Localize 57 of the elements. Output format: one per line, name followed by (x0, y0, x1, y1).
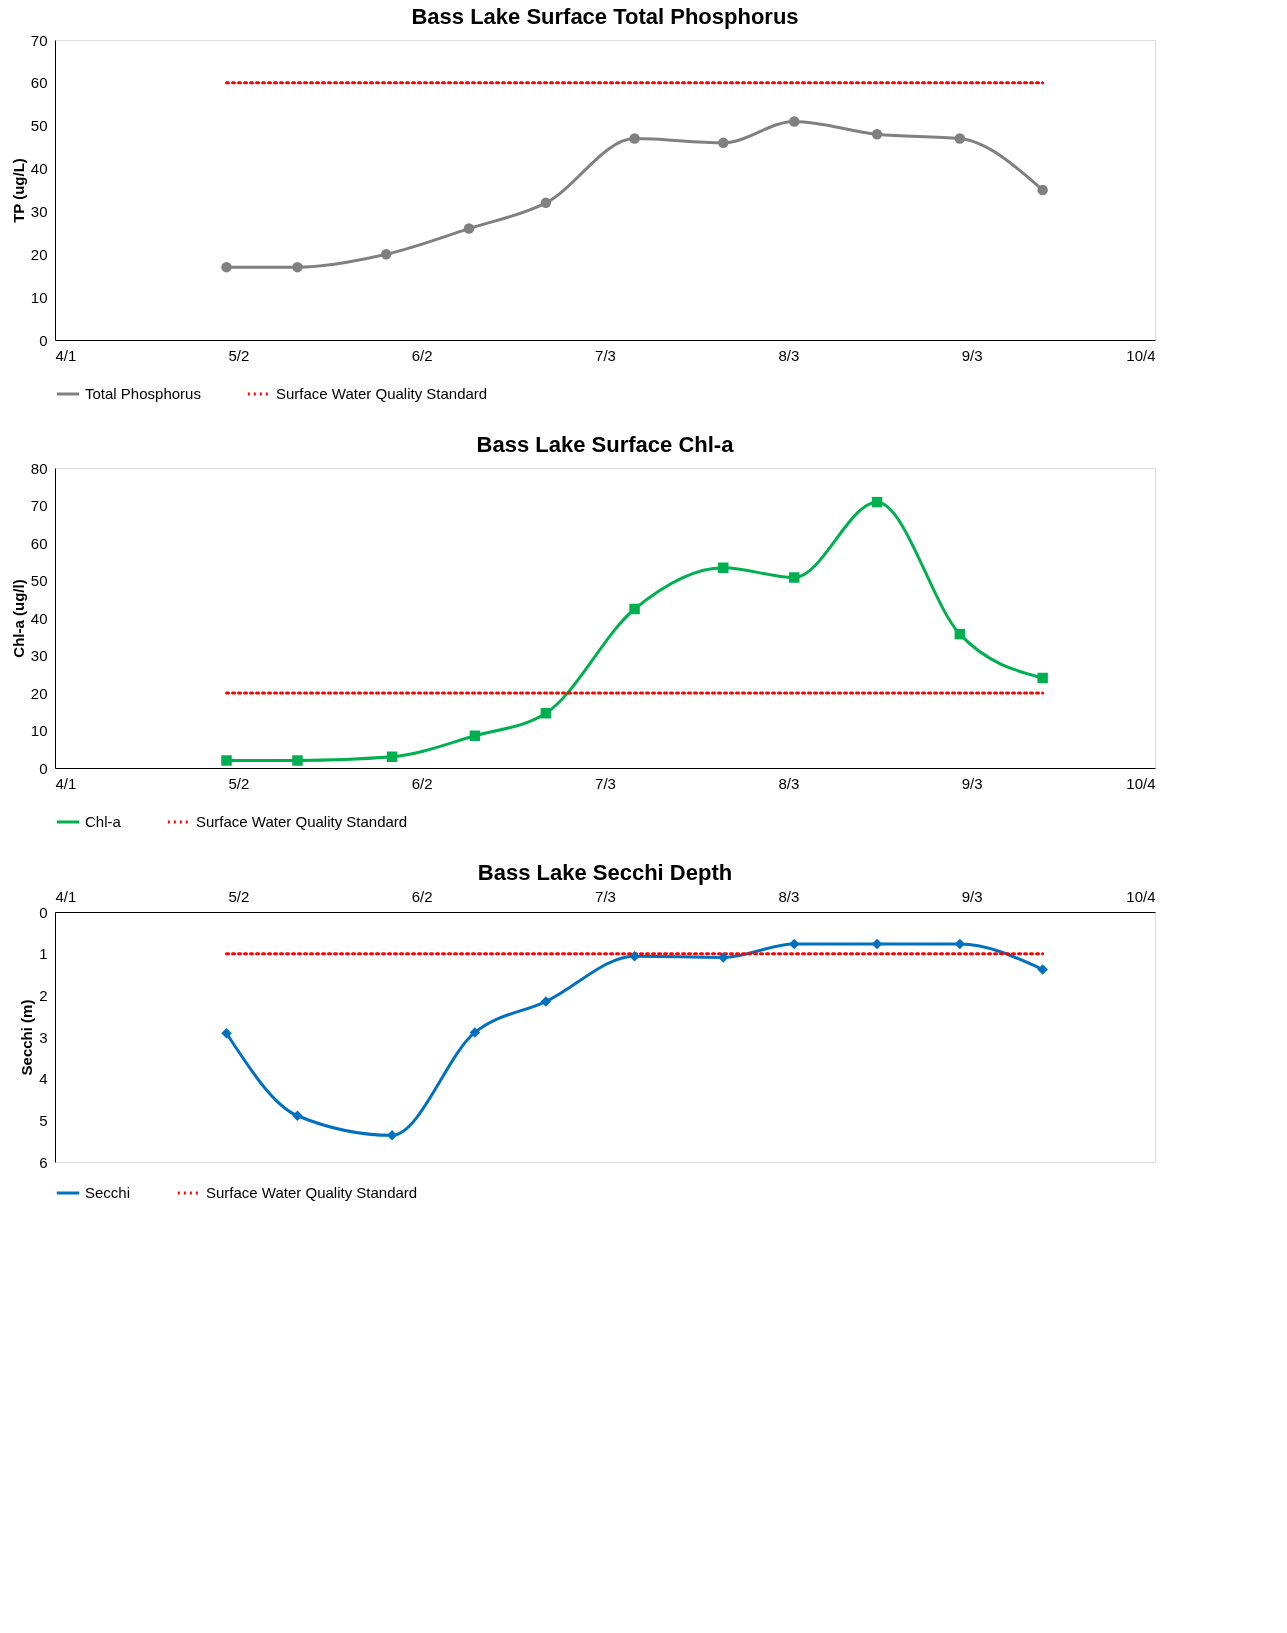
x-tick-label: 6/2 (411, 346, 433, 364)
y-tick-label: 0 (39, 759, 48, 777)
y-tick-label: 3 (39, 1028, 48, 1046)
y-tick-label: 30 (30, 202, 48, 220)
legend-label: Surface Water Quality Standard (206, 1184, 418, 1201)
y-tick-label: 70 (30, 497, 48, 514)
x-tick-label: 5/2 (228, 346, 250, 364)
y-tick-label: 0 (39, 903, 48, 921)
chart-title: Bass Lake Secchi Depth (477, 860, 733, 885)
x-tick-label: 5/2 (228, 887, 250, 905)
y-axis-title: Chl-a (ug/l) (9, 579, 27, 658)
y-tick-label: 60 (30, 534, 48, 552)
y-tick-label: 10 (30, 288, 48, 306)
x-tick-label: 6/2 (411, 774, 433, 792)
y-tick-label: 20 (30, 245, 48, 263)
y-tick-label: 1 (39, 945, 48, 963)
y-tick-label: 40 (30, 160, 48, 178)
y-tick-label: 5 (39, 1111, 48, 1129)
x-tick-label: 7/3 (595, 887, 616, 905)
y-tick-label: 70 (30, 31, 48, 49)
chart-title: Bass Lake Surface Total Phosphorus (411, 4, 799, 29)
y-axis-title: Secchi (m) (18, 999, 36, 1076)
legend-label: Surface Water Quality Standard (276, 385, 488, 402)
x-tick-label: 4/1 (55, 887, 77, 905)
legend-label: Surface Water Quality Standard (196, 813, 408, 830)
x-tick-label: 7/3 (595, 774, 616, 792)
y-tick-label: 60 (30, 74, 48, 92)
x-tick-label: 10/4 (1126, 774, 1156, 792)
y-tick-label: 50 (30, 572, 48, 589)
chart-title: Bass Lake Surface Chl-a (476, 432, 735, 457)
y-tick-label: 20 (30, 684, 48, 702)
y-axis-title: TP (ug/L) (9, 158, 27, 223)
x-tick-label: 7/3 (595, 346, 616, 364)
x-tick-label: 8/3 (778, 774, 800, 792)
x-tick-label: 6/2 (411, 887, 433, 905)
x-tick-label: 9/3 (961, 887, 983, 905)
x-tick-label: 4/1 (55, 774, 77, 792)
x-tick-label: 5/2 (228, 774, 250, 792)
y-tick-label: 80 (30, 459, 48, 477)
y-tick-label: 6 (39, 1153, 48, 1171)
x-tick-label: 9/3 (961, 774, 983, 792)
legend-label: Total Phosphorus (85, 385, 201, 402)
y-tick-label: 0 (39, 331, 48, 349)
y-tick-label: 50 (30, 117, 48, 135)
y-tick-label: 40 (30, 609, 48, 627)
x-tick-label: 8/3 (778, 346, 800, 364)
x-tick-label: 10/4 (1126, 887, 1156, 905)
legend-label: Chl-a (85, 813, 122, 830)
legend-label: Secchi (85, 1184, 131, 1201)
y-tick-label: 2 (39, 986, 48, 1004)
y-tick-label: 4 (39, 1070, 48, 1088)
x-tick-label: 9/3 (961, 346, 983, 364)
x-tick-label: 4/1 (55, 346, 77, 364)
x-tick-label: 10/4 (1126, 346, 1156, 364)
y-tick-label: 30 (30, 647, 48, 664)
y-tick-label: 10 (30, 722, 48, 739)
x-tick-label: 8/3 (778, 887, 800, 905)
